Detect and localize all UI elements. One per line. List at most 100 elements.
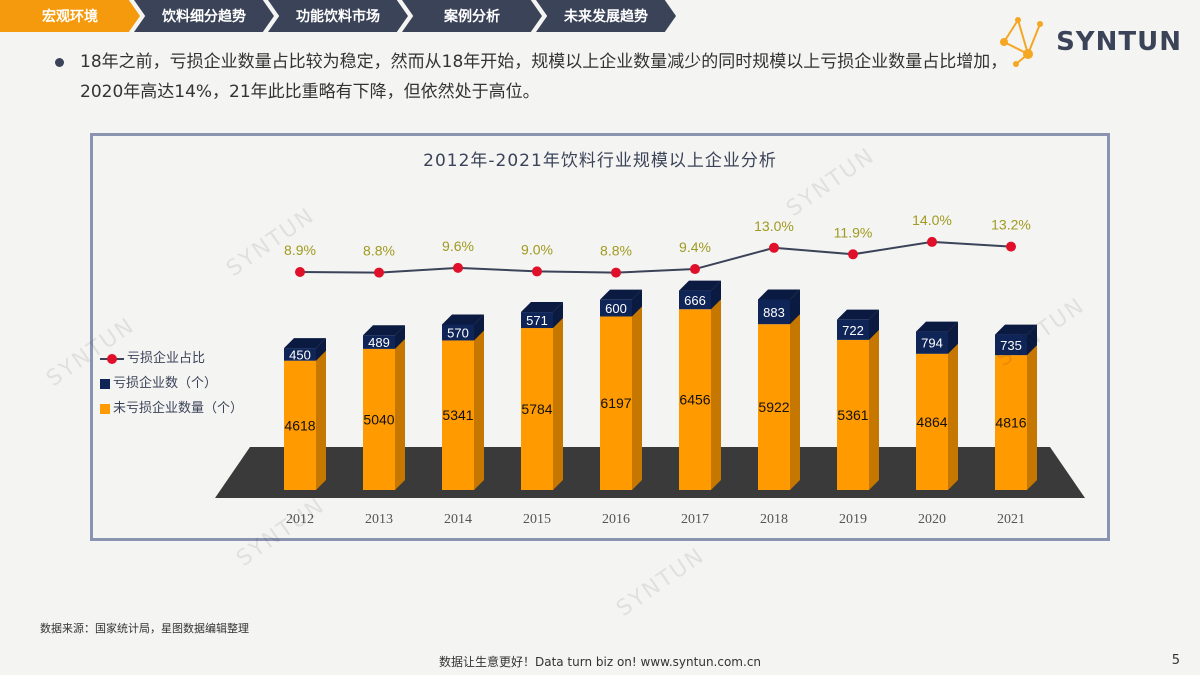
bar-top [284,338,326,349]
bar-label-loss: 600 [605,301,627,316]
bar-label-loss: 489 [368,335,390,350]
bar-side [1027,324,1037,490]
line-loss-ratio [299,240,1012,274]
point-loss-ratio [769,242,779,253]
x-tick-label: 2020 [918,512,946,527]
bar-profit-2013 [363,348,395,490]
data-source: 数据来源：国家统计局，星图数据编辑整理 [40,622,249,635]
point-label: 8.9% [284,242,316,258]
line-marker-icon [100,353,124,364]
tab-functional-market[interactable]: 功能饮料市场 [268,0,408,32]
chart-title: 2012年-2021年饮料行业规模以上企业分析 [423,151,777,171]
summary-text: 18年之前，亏损企业数量占比较为稳定，然而从18年开始，规模以上企业数量减少的同… [55,47,1015,107]
bar-side [632,289,642,490]
bar-label-profit: 6197 [600,395,631,411]
point-label: 8.8% [363,243,395,259]
point-label: 14.0% [912,212,952,228]
tab-case-study[interactable]: 案例分析 [402,0,542,32]
square-icon [100,403,110,414]
bar-side-loss [632,289,642,317]
bar-label-loss: 666 [684,293,706,308]
bar-side-loss [1027,324,1037,356]
point-loss-ratio [848,249,858,260]
bar-top [916,321,958,332]
bar-side [395,325,405,490]
x-tick-label: 2016 [602,512,630,527]
legend-label: 亏损企业占比 [127,351,206,366]
bar-top [363,325,405,336]
bar-side-loss [790,289,800,325]
bar-label-profit: 5922 [758,399,789,415]
point-loss-ratio [295,267,305,277]
tab-macro[interactable]: 宏观环境 [0,0,140,32]
chart-frame [90,133,1110,541]
bar-label-profit: 5361 [837,407,868,423]
x-tick-label: 2019 [839,512,867,527]
bar-loss-2012 [284,348,316,361]
point-loss-ratio [374,267,384,278]
bar-label-loss: 450 [289,347,311,362]
bar-profit-2021 [995,355,1027,490]
tab-beverage-segments[interactable]: 饮料细分趋势 [134,0,274,32]
point-label: 9.0% [521,241,553,257]
bar-label-profit: 4618 [284,417,315,433]
bar-loss-2020 [916,331,948,354]
bar-profit-2015 [521,328,553,490]
point-label: 9.4% [679,239,711,255]
bar-side-loss [711,280,721,310]
bar-label-loss: 722 [842,323,864,338]
bar-side-loss [474,314,484,341]
bar-top [837,309,879,320]
section-nav: 宏观环境 饮料细分趋势 功能饮料市场 案例分析 未来发展趋势 [0,0,676,32]
square-icon [100,378,110,389]
bar-label-loss: 570 [447,325,469,340]
legend: 亏损企业占比 亏损企业数（个） 未亏损企业数量（个） [100,346,243,421]
bar-top [995,324,1037,335]
bar-side-loss [553,302,563,329]
logo-icon [1000,17,1044,67]
legend-label: 未亏损企业数量（个） [113,401,244,416]
bar-profit-2018 [758,324,790,490]
bar-side [553,302,563,490]
bar-side [948,321,958,490]
bar-side-loss [948,321,958,354]
bar-loss-2017 [679,290,711,310]
footer-slogan: 数据让生意更好！Data turn biz on! www.syntun.com… [438,655,762,669]
page-number: 5 [1171,653,1180,668]
x-tick-label: 2015 [523,512,551,527]
legend-item-loss-count: 亏损企业数（个） [100,371,243,396]
bar-loss-2014 [442,324,474,341]
point-label: 13.2% [991,217,1031,233]
bar-top [679,280,721,291]
bar-profit-2012 [284,360,316,490]
bar-loss-2015 [521,312,553,329]
bar-side [316,338,326,490]
bar-side [790,289,800,490]
point-loss-ratio [1006,241,1016,252]
x-tick-label: 2013 [365,512,393,527]
bar-label-loss: 794 [921,336,943,351]
x-tick-label: 2012 [286,512,314,527]
bar-label-profit: 6456 [679,392,710,408]
bar-profit-2016 [600,316,632,490]
bar-side [869,309,879,490]
bar-label-loss: 735 [1000,338,1022,353]
logo-text: SYNTUN [1056,27,1182,57]
bar-side-loss [316,338,326,361]
point-loss-ratio [611,267,621,278]
bar-profit-2014 [442,340,474,490]
bar-side-loss [869,309,879,340]
bar-loss-2018 [758,299,790,325]
legend-label: 亏损企业数（个） [113,376,218,391]
tab-future-trends[interactable]: 未来发展趋势 [536,0,676,32]
bar-label-profit: 4816 [995,415,1026,431]
bar-label-profit: 5040 [363,411,394,427]
point-label: 11.9% [834,224,873,240]
point-loss-ratio [927,236,937,247]
bar-label-profit: 5341 [442,407,473,423]
bar-label-profit: 5784 [521,401,552,417]
bar-loss-2013 [363,335,395,349]
point-label: 8.8% [600,243,632,259]
logo: SYNTUN [994,14,1182,70]
bar-top [600,289,642,300]
